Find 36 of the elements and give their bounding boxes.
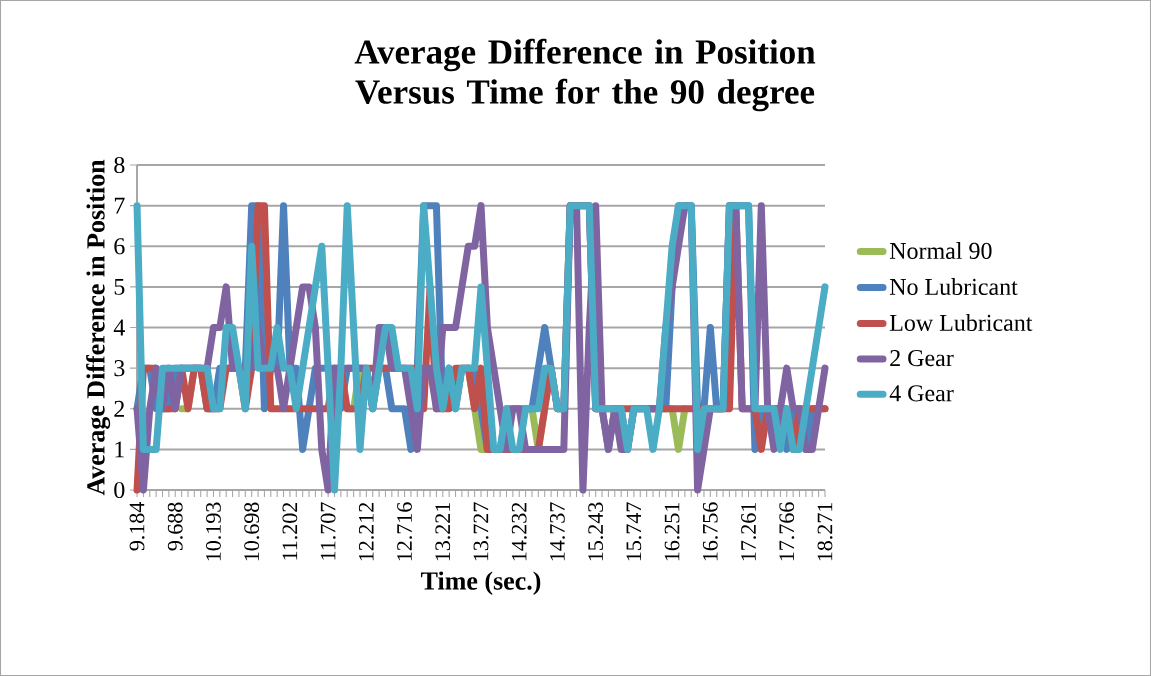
x-tick-label: 14.737 (550, 502, 565, 561)
x-tick-label: 17.766 (779, 502, 795, 561)
x-tick-label: 15.243 (588, 502, 604, 561)
legend-label: 2 Gear (890, 350, 954, 367)
y-tick-label: 3 (114, 360, 125, 377)
y-tick-label: 8 (114, 156, 125, 174)
x-tick-label: 17.261 (741, 503, 756, 561)
legend-label: Low Lubricant (889, 314, 1033, 331)
x-tick-label: 15.747 (626, 502, 642, 561)
legend-label: Normal 90 (889, 242, 992, 259)
y-axis-title: Average Difference in Position (86, 159, 111, 496)
x-tick-label: 14.232 (511, 502, 527, 561)
x-tick-label: 9.184 (129, 502, 145, 551)
y-tick-label: 0 (114, 481, 125, 499)
x-tick-label: 10.698 (244, 502, 260, 561)
y-tick-label: 6 (114, 238, 125, 255)
x-tick-label: 9.688 (167, 502, 183, 551)
x-tick-label: 13.727 (473, 502, 489, 561)
x-tick-label: 16.756 (702, 502, 718, 561)
y-tick-label: 1 (115, 441, 124, 458)
y-tick-label: 7 (114, 197, 125, 214)
y-tick-label: 5 (114, 278, 125, 295)
x-tick-label: 11.707 (320, 502, 336, 560)
x-tick-label: 13.221 (435, 503, 451, 561)
y-tick-label: 4 (113, 319, 125, 336)
x-tick-label: 16.251 (664, 503, 680, 561)
x-tick-label: 11.202 (282, 502, 298, 560)
x-tick-label: 12.716 (397, 502, 413, 561)
legend-label: 4 Gear (889, 385, 954, 402)
y-tick-label: 2 (114, 400, 124, 417)
legend-label: No Lubricant (889, 278, 1018, 295)
x-tick-label: 18.271 (817, 503, 833, 561)
x-axis-title: Time (sec.) (421, 571, 541, 595)
chart-title: Average Difference in Position Versus Time for the 90 degree (354, 38, 816, 112)
x-tick-label: 12.212 (358, 502, 374, 561)
x-tick-label: 10.193 (205, 502, 221, 561)
